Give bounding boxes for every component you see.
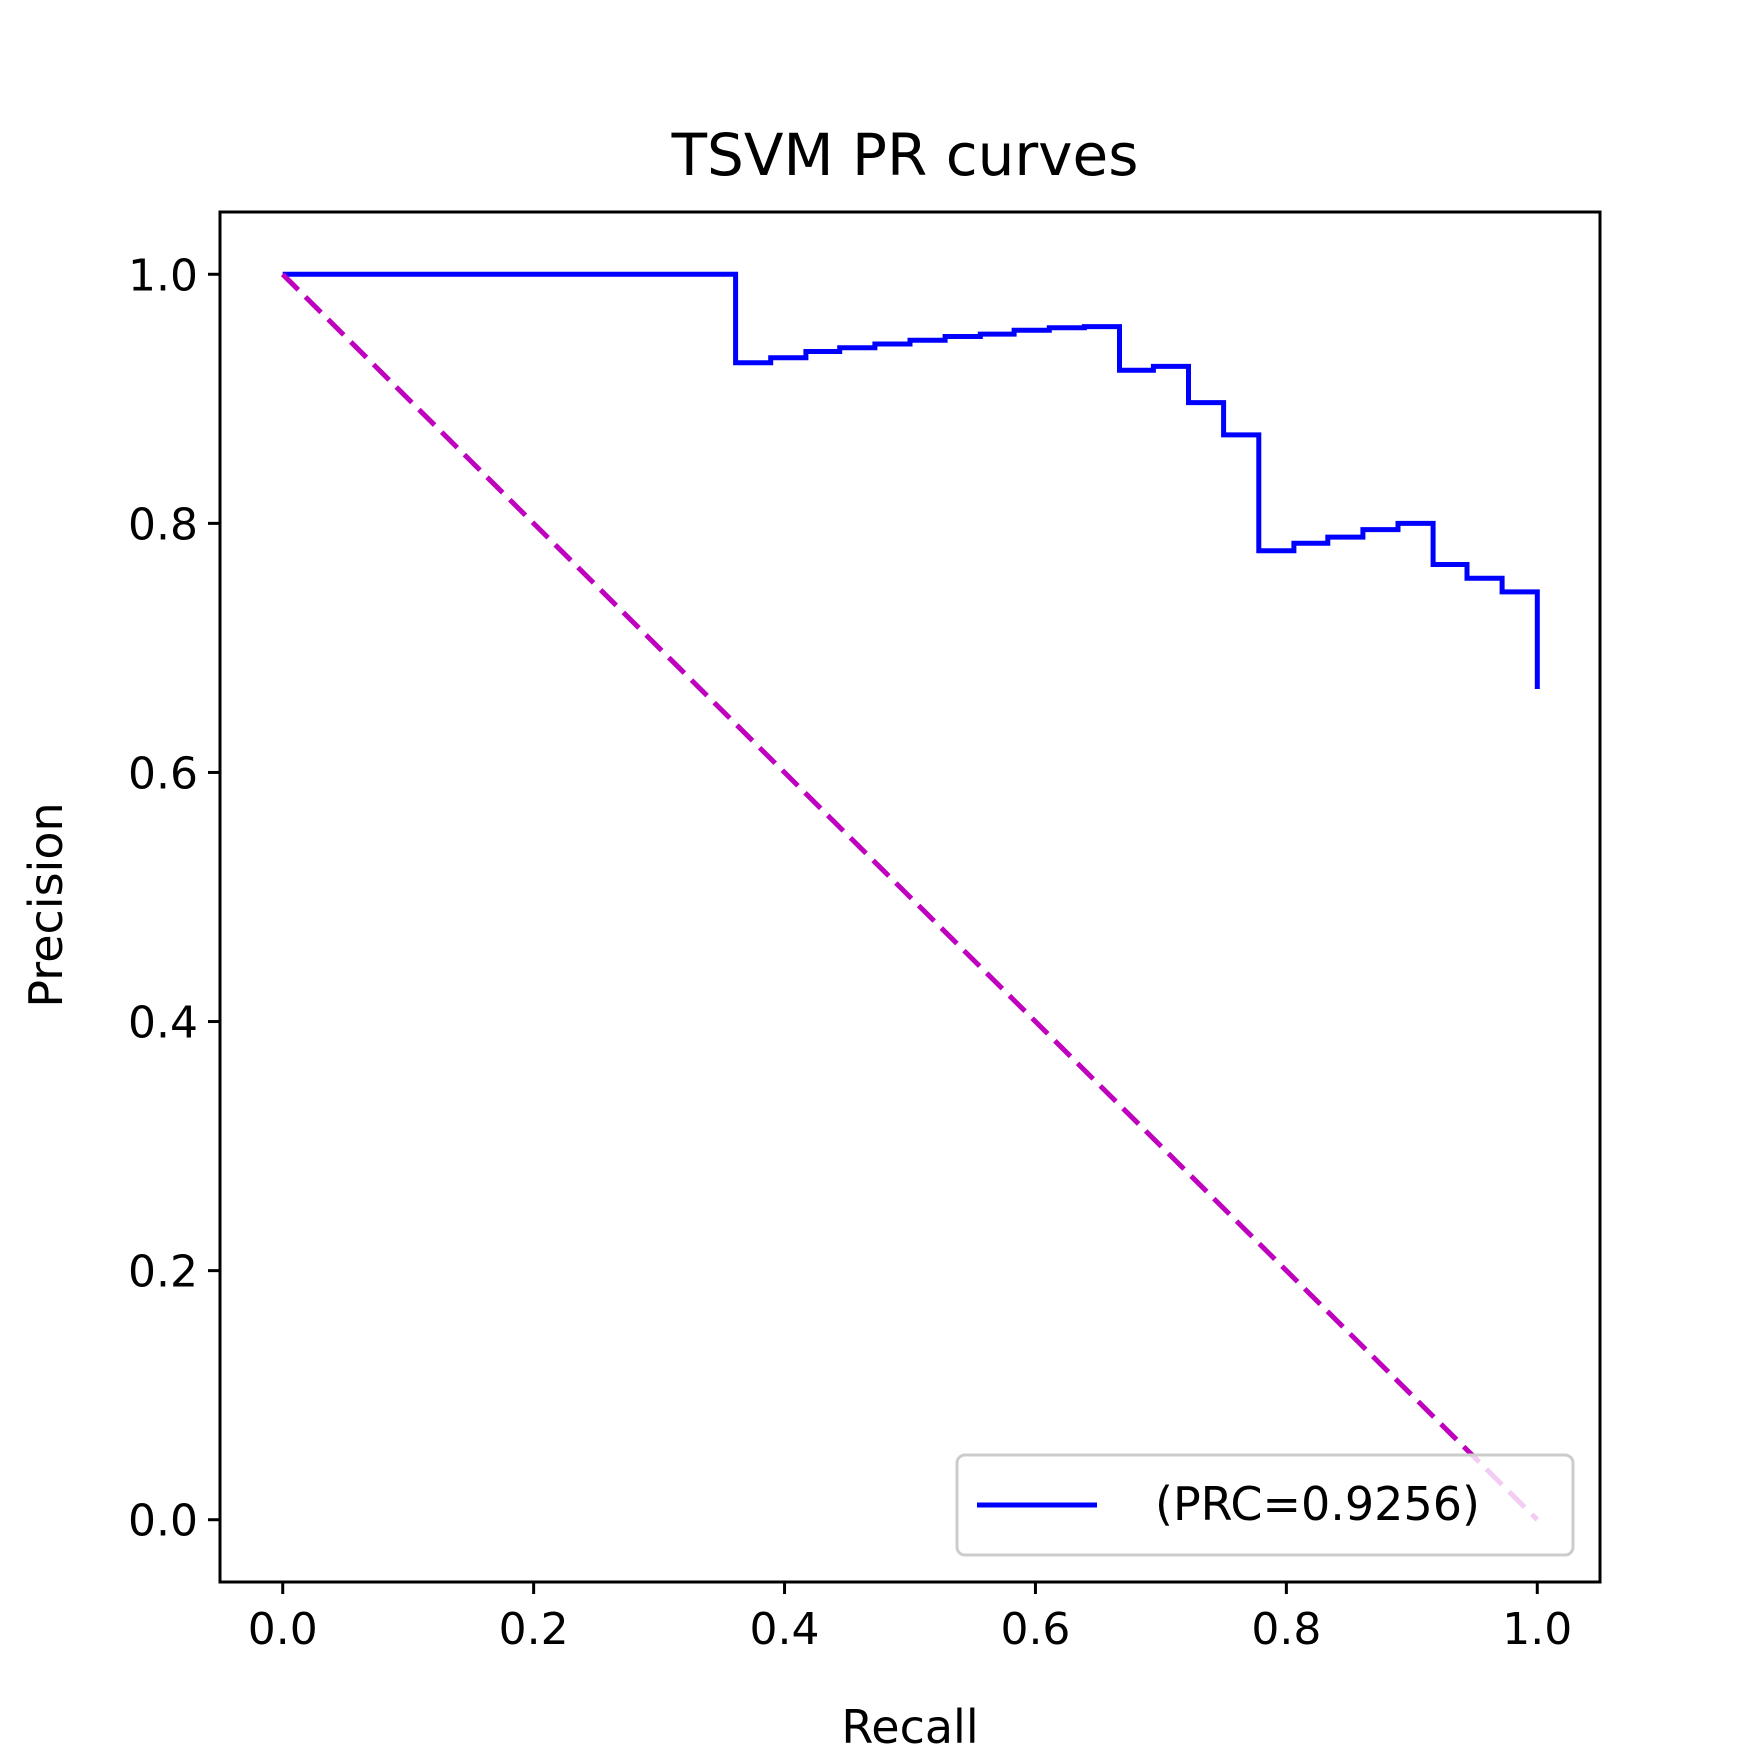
baseline-dashed-line <box>280 272 1540 1522</box>
x-tick-label: 0.8 <box>1251 1604 1321 1655</box>
x-tick-label: 0.6 <box>1000 1604 1070 1655</box>
y-tick-label: 0.0 <box>128 1496 198 1547</box>
plot-area <box>280 271 1540 1522</box>
y-tick-label: 0.2 <box>128 1247 198 1298</box>
pr-curve-line <box>282 271 1540 689</box>
y-axis-label: Precision <box>19 802 73 1007</box>
x-tick-label: 0.2 <box>499 1604 569 1655</box>
y-tick-label: 0.4 <box>128 998 198 1049</box>
axes-frame <box>218 210 1602 1584</box>
y-tick-label: 1.0 <box>128 250 198 301</box>
x-axis-label: Recall <box>841 1700 978 1754</box>
x-axis-ticks: 0.0 0.2 0.4 0.6 0.8 1.0 <box>248 1582 1572 1655</box>
x-tick-label: 1.0 <box>1502 1604 1572 1655</box>
y-axis-ticks: 0.0 0.2 0.4 0.6 0.8 1.0 <box>128 250 220 1547</box>
x-tick-label: 0.4 <box>750 1604 820 1655</box>
chart-title: TSVM PR curves <box>671 121 1139 189</box>
legend: (PRC=0.9256) <box>955 1453 1575 1557</box>
legend-box <box>955 1453 1575 1557</box>
y-tick-label: 0.8 <box>128 499 198 550</box>
x-tick-label: 0.0 <box>248 1604 318 1655</box>
legend-label-prc: (PRC=0.9256) <box>1155 1477 1480 1531</box>
y-tick-label: 0.6 <box>128 748 198 799</box>
